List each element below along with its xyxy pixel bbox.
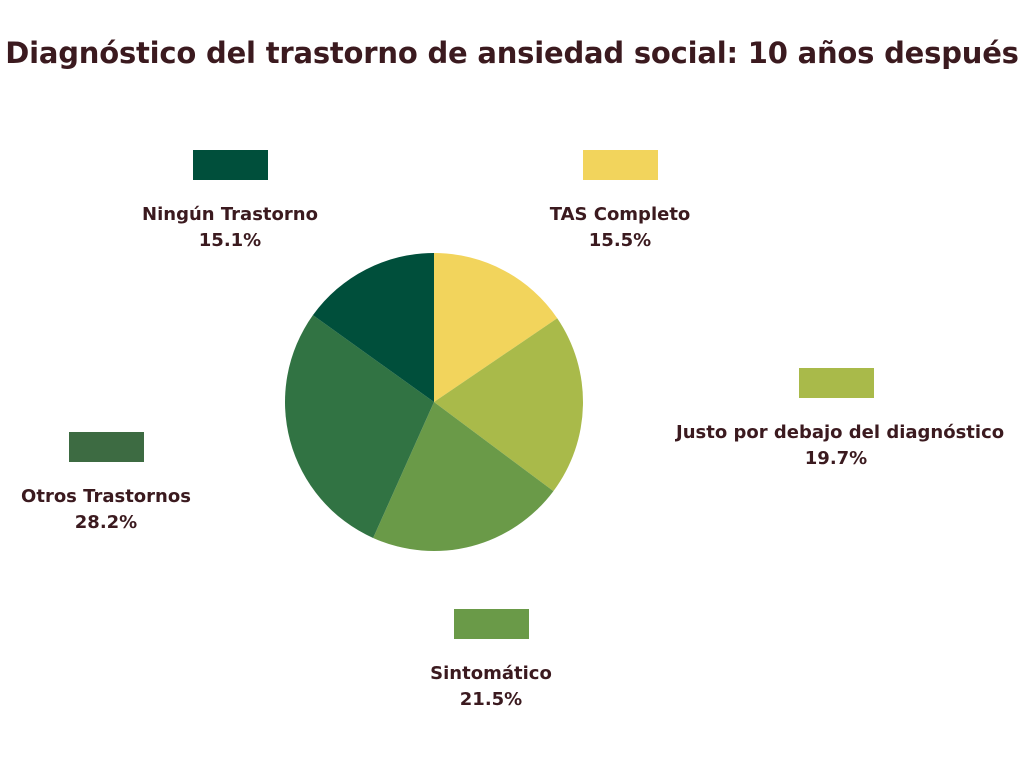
pie-slice-justo-por-debajo-del-diagnostico	[434, 318, 584, 492]
legend-item-tas-completo: TAS Completo 15.5%	[460, 150, 780, 254]
legend-value: 19.7%	[804, 448, 868, 469]
legend-item-otros-trastornos: Otros Trastornos 28.2%	[0, 432, 266, 536]
legend-swatch	[68, 432, 144, 462]
pie-slice-sintomatico	[373, 402, 554, 551]
legend-label: Justo por debajo del diagnóstico	[676, 422, 1005, 443]
legend-label: Sintomático	[430, 663, 552, 684]
legend-item-ningun-trastorno: Ningún Trastorno 15.1%	[70, 150, 390, 254]
legend-value: 21.5%	[459, 689, 523, 710]
legend-label: Ningún Trastorno	[142, 204, 318, 225]
pie-slice-otros-trastornos	[285, 315, 434, 538]
legend-value: 15.1%	[198, 230, 262, 251]
legend-value: 28.2%	[74, 512, 138, 533]
legend-item-sintomatico: Sintomático 21.5%	[331, 609, 651, 713]
legend-value: 15.5%	[588, 230, 652, 251]
legend-swatch	[192, 150, 268, 180]
legend-swatch	[798, 368, 874, 398]
legend-swatch	[582, 150, 658, 180]
legend-swatch	[453, 609, 529, 639]
legend-label: TAS Completo	[549, 204, 691, 225]
pie-slice-ningun-trastorno	[312, 253, 434, 402]
legend-item-justo-por-debajo: Justo por debajo del diagnóstico 19.7%	[676, 368, 1005, 472]
legend-label: Otros Trastornos	[21, 486, 191, 507]
chart-title: Diagnóstico del trastorno de ansiedad so…	[5, 36, 1019, 70]
pie-slice-tas-completo	[434, 253, 558, 402]
